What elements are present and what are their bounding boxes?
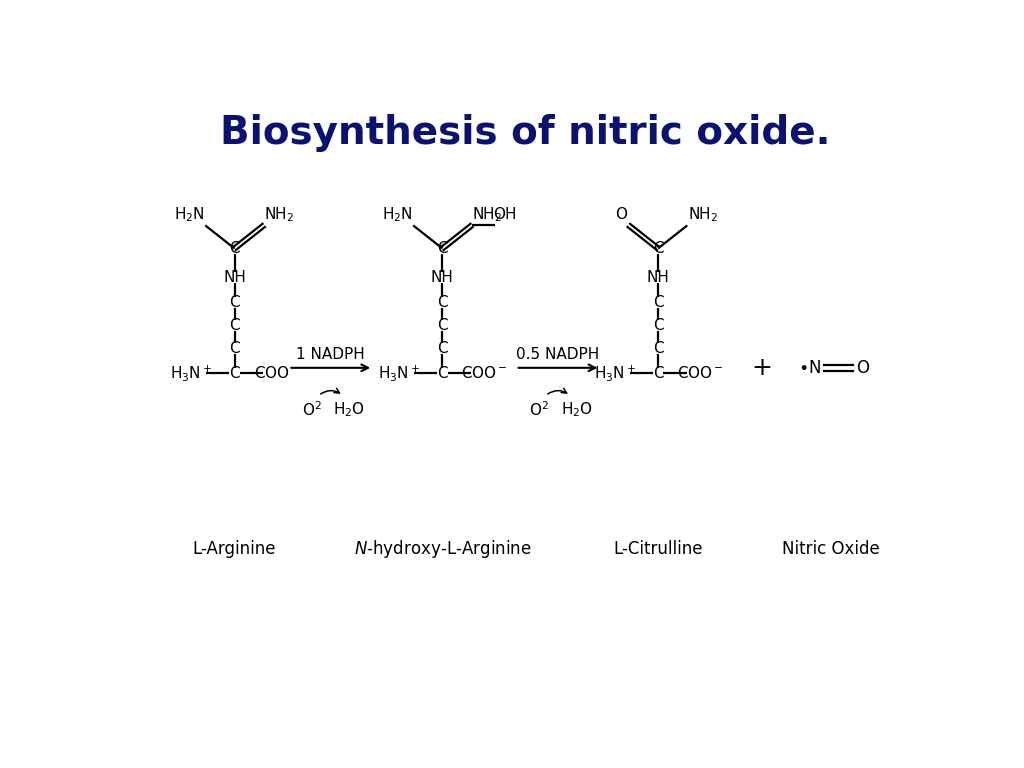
Text: COO$^-$: COO$^-$ xyxy=(677,366,724,381)
Text: C: C xyxy=(652,241,664,256)
Text: H$_3$N$^+$: H$_3$N$^+$ xyxy=(594,363,636,383)
Text: $\bullet$N: $\bullet$N xyxy=(798,359,821,377)
Text: L-Citrulline: L-Citrulline xyxy=(613,540,702,558)
Text: O$^2$: O$^2$ xyxy=(529,400,549,419)
Text: $\mathit{N}$-hydroxy-L-Arginine: $\mathit{N}$-hydroxy-L-Arginine xyxy=(353,538,531,560)
Text: 0.5 NADPH: 0.5 NADPH xyxy=(516,347,599,362)
Text: C: C xyxy=(229,241,240,256)
Text: H$_2$N: H$_2$N xyxy=(382,205,413,224)
Text: Biosynthesis of nitric oxide.: Biosynthesis of nitric oxide. xyxy=(219,114,830,152)
Text: C: C xyxy=(437,295,447,310)
Text: H$_2$O: H$_2$O xyxy=(334,400,366,419)
FancyArrowPatch shape xyxy=(321,389,340,394)
Text: C: C xyxy=(652,295,664,310)
Text: O$^2$: O$^2$ xyxy=(302,400,322,419)
Text: NH$_2$: NH$_2$ xyxy=(472,205,502,224)
Text: C: C xyxy=(229,318,240,333)
Text: 1 NADPH: 1 NADPH xyxy=(296,347,366,362)
Text: O: O xyxy=(615,207,627,222)
Text: C: C xyxy=(229,366,240,381)
Text: C: C xyxy=(229,341,240,356)
Text: H$_3$N$^+$: H$_3$N$^+$ xyxy=(378,363,421,383)
Text: NH: NH xyxy=(646,270,670,285)
Text: C: C xyxy=(437,241,447,256)
Text: NH: NH xyxy=(223,270,246,285)
Text: H$_3$N$^+$: H$_3$N$^+$ xyxy=(170,363,213,383)
FancyArrowPatch shape xyxy=(548,389,566,394)
Text: NH$_2$: NH$_2$ xyxy=(687,205,718,224)
Text: C: C xyxy=(437,366,447,381)
Text: C: C xyxy=(652,318,664,333)
Text: NH: NH xyxy=(431,270,454,285)
Text: C: C xyxy=(437,318,447,333)
Text: L-Arginine: L-Arginine xyxy=(193,540,276,558)
Text: COO$^-$: COO$^-$ xyxy=(462,366,508,381)
Text: OH: OH xyxy=(493,207,516,222)
Text: C: C xyxy=(652,341,664,356)
Text: H$_2$O: H$_2$O xyxy=(560,400,593,419)
Text: NH$_2$: NH$_2$ xyxy=(264,205,294,224)
Text: C: C xyxy=(437,341,447,356)
Text: C: C xyxy=(229,295,240,310)
Text: C: C xyxy=(652,366,664,381)
Text: H$_2$N: H$_2$N xyxy=(174,205,205,224)
Text: COO$^-$: COO$^-$ xyxy=(254,366,300,381)
Text: O: O xyxy=(856,359,869,377)
Text: Nitric Oxide: Nitric Oxide xyxy=(782,540,881,558)
Text: +: + xyxy=(752,356,772,380)
